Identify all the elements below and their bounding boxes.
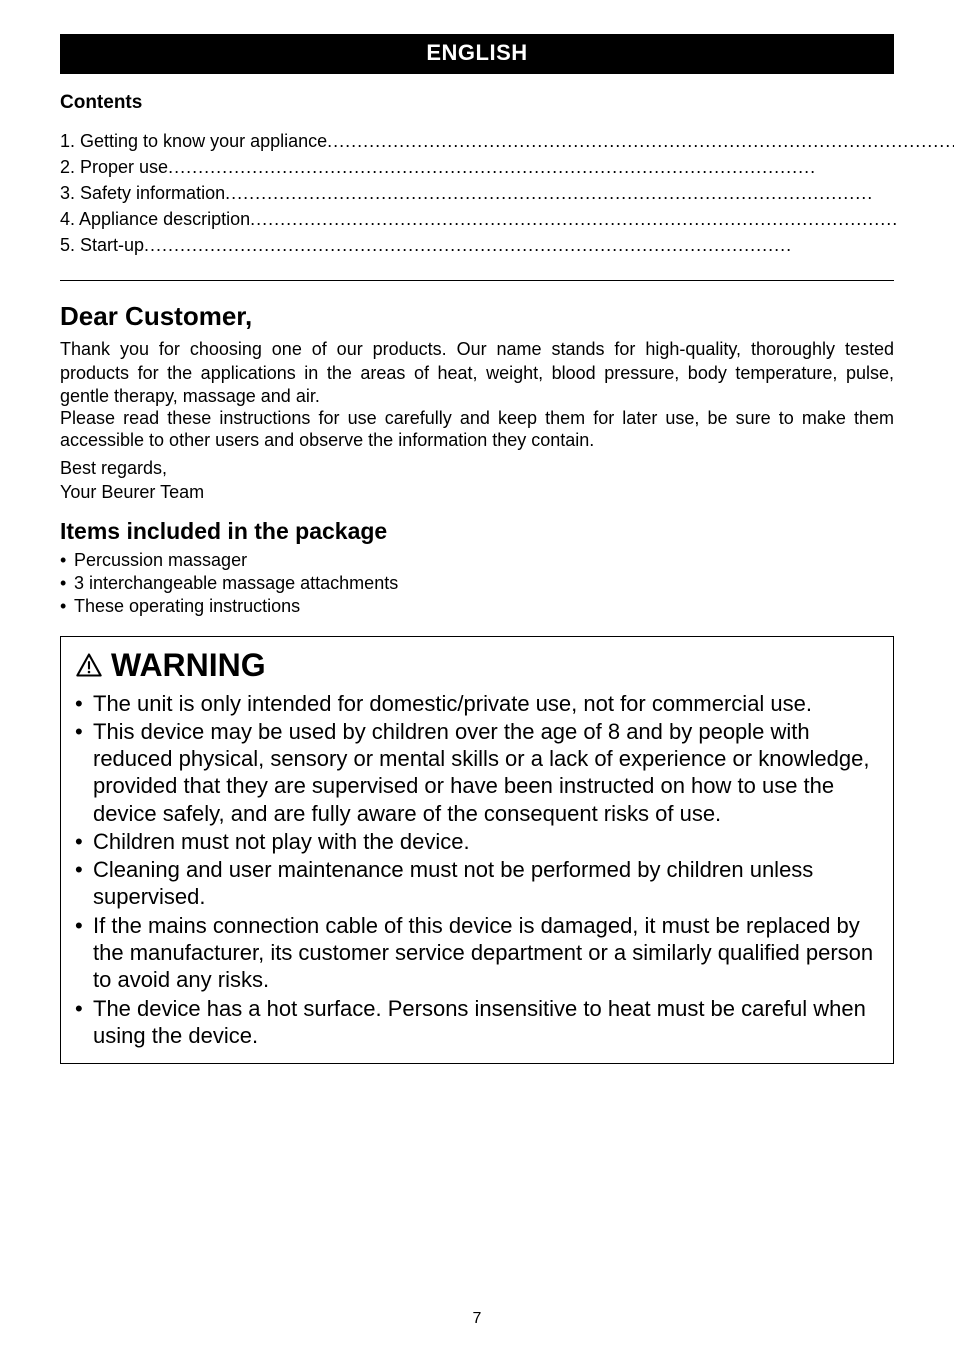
list-item: •The device has a hot surface. Persons i…: [75, 995, 879, 1050]
list-item: •This device may be used by children ove…: [75, 718, 879, 827]
toc-leader: [144, 232, 954, 258]
bullet-icon: •: [60, 595, 74, 618]
list-item-text: Percussion massager: [74, 549, 247, 572]
warning-title-text: WARNING: [111, 647, 266, 684]
bullet-icon: •: [75, 912, 93, 994]
list-item-text: 3 interchangeable massage attachments: [74, 572, 398, 595]
warning-icon: [75, 651, 103, 679]
toc-row: 3. Safety information 8: [60, 180, 954, 206]
toc-leader: [250, 206, 954, 232]
toc-row: 1. Getting to know your appliance 8: [60, 128, 954, 154]
dear-customer-p1: Thank you for choosing one of our produc…: [60, 338, 894, 407]
page: ENGLISH Contents 1. Getting to know your…: [0, 0, 954, 1354]
bullet-icon: •: [75, 995, 93, 1050]
language-header: ENGLISH: [60, 34, 894, 74]
section-divider: [60, 280, 894, 281]
regards-line-2: Your Beurer Team: [60, 481, 894, 504]
bullet-icon: •: [75, 828, 93, 855]
toc-label: 3. Safety information: [60, 180, 225, 206]
list-item: • These operating instructions: [60, 595, 894, 618]
list-item-text: Cleaning and user maintenance must not b…: [93, 856, 879, 911]
list-item-text: The unit is only intended for domestic/p…: [93, 690, 879, 717]
toc-label: 1. Getting to know your appliance: [60, 128, 327, 154]
toc-label: 4. Appliance description: [60, 206, 250, 232]
table-of-contents: 1. Getting to know your appliance 8 2. P…: [60, 128, 894, 258]
items-heading: Items included in the package: [60, 518, 894, 545]
bullet-icon: •: [60, 572, 74, 595]
toc-row: 2. Proper use 8: [60, 154, 954, 180]
dear-customer-heading: Dear Customer,: [60, 301, 894, 332]
bullet-icon: •: [75, 718, 93, 827]
warning-list: •The unit is only intended for domestic/…: [75, 690, 879, 1049]
toc-label: 5. Start-up: [60, 232, 144, 258]
toc-label: 2. Proper use: [60, 154, 168, 180]
warning-box: WARNING •The unit is only intended for d…: [60, 636, 894, 1064]
list-item: •If the mains connection cable of this d…: [75, 912, 879, 994]
toc-leader: [225, 180, 954, 206]
bullet-icon: •: [75, 856, 93, 911]
list-item: •3 interchangeable massage attachments: [60, 572, 894, 595]
regards-line-1: Best regards,: [60, 457, 894, 480]
toc-leader: [327, 128, 954, 154]
items-list: •Percussion massager •3 interchangeable …: [60, 549, 894, 618]
list-item-text: Children must not play with the device.: [93, 828, 879, 855]
toc-row: 4. Appliance description 10: [60, 206, 954, 232]
list-item: •The unit is only intended for domestic/…: [75, 690, 879, 717]
toc-column-left: 1. Getting to know your appliance 8 2. P…: [60, 128, 954, 258]
dear-customer-p2: Please read these instructions for use c…: [60, 408, 894, 452]
list-item-text: This device may be used by children over…: [93, 718, 879, 827]
warning-heading: WARNING: [75, 647, 879, 684]
contents-heading: Contents: [60, 92, 894, 114]
bullet-icon: •: [75, 690, 93, 717]
bullet-icon: •: [60, 549, 74, 572]
toc-leader: [168, 154, 954, 180]
list-item-text: If the mains connection cable of this de…: [93, 912, 879, 994]
list-item: •Children must not play with the device.: [75, 828, 879, 855]
list-item-text: The device has a hot surface. Persons in…: [93, 995, 879, 1050]
list-item: •Percussion massager: [60, 549, 894, 572]
list-item-text: These operating instructions: [74, 595, 300, 618]
toc-row: 5. Start-up 10: [60, 232, 954, 258]
page-number: 7: [0, 1310, 954, 1328]
list-item: •Cleaning and user maintenance must not …: [75, 856, 879, 911]
